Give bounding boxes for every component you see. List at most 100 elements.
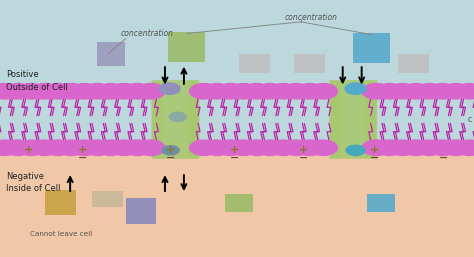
Text: concentration: concentration: [284, 13, 337, 23]
Circle shape: [57, 84, 85, 99]
Circle shape: [283, 140, 311, 155]
Text: Negative
Inside of Cell: Negative Inside of Cell: [6, 172, 61, 193]
Circle shape: [44, 84, 72, 99]
Circle shape: [70, 84, 99, 99]
Circle shape: [309, 84, 337, 99]
Text: concentration: concentration: [121, 29, 174, 38]
Circle shape: [83, 140, 112, 155]
Circle shape: [243, 140, 271, 155]
FancyBboxPatch shape: [152, 80, 199, 159]
Text: −: −: [438, 153, 448, 163]
Circle shape: [229, 84, 258, 99]
Circle shape: [30, 140, 59, 155]
Circle shape: [169, 112, 186, 122]
Circle shape: [137, 84, 165, 99]
Circle shape: [110, 84, 138, 99]
Circle shape: [203, 84, 231, 99]
Bar: [92, 191, 123, 207]
Text: +: +: [370, 145, 379, 155]
Circle shape: [296, 84, 324, 99]
Circle shape: [283, 84, 311, 99]
Text: −: −: [166, 153, 175, 163]
Circle shape: [269, 84, 298, 99]
Bar: [187, 81, 198, 158]
Text: +: +: [230, 145, 239, 155]
Circle shape: [70, 140, 99, 155]
Circle shape: [362, 84, 391, 99]
Circle shape: [309, 140, 337, 155]
Circle shape: [203, 140, 231, 155]
Text: −: −: [78, 153, 88, 163]
Circle shape: [428, 84, 457, 99]
Bar: [353, 33, 390, 63]
Circle shape: [375, 84, 404, 99]
Circle shape: [346, 145, 365, 155]
Circle shape: [97, 140, 125, 155]
Circle shape: [17, 140, 46, 155]
Circle shape: [389, 140, 417, 155]
Circle shape: [362, 140, 391, 155]
Text: c: c: [467, 115, 472, 124]
Circle shape: [110, 140, 138, 155]
Circle shape: [402, 140, 430, 155]
Circle shape: [428, 140, 457, 155]
Circle shape: [0, 140, 19, 155]
Circle shape: [389, 84, 417, 99]
Circle shape: [415, 84, 444, 99]
Circle shape: [229, 140, 258, 155]
Circle shape: [0, 84, 19, 99]
Circle shape: [256, 140, 284, 155]
Bar: [239, 54, 270, 73]
Text: −: −: [370, 153, 379, 163]
Circle shape: [345, 83, 366, 94]
Bar: [0, 0, 474, 144]
Circle shape: [97, 84, 125, 99]
Bar: [45, 190, 76, 215]
Circle shape: [4, 140, 32, 155]
Circle shape: [57, 140, 85, 155]
Circle shape: [256, 84, 284, 99]
Circle shape: [123, 84, 152, 99]
Circle shape: [415, 140, 444, 155]
Bar: [398, 54, 429, 73]
Circle shape: [17, 84, 46, 99]
Bar: [97, 42, 125, 66]
Circle shape: [137, 140, 165, 155]
Circle shape: [442, 140, 470, 155]
Text: Positive
Outside of Cell: Positive Outside of Cell: [6, 70, 68, 92]
Circle shape: [44, 140, 72, 155]
Bar: [0, 144, 474, 257]
Circle shape: [442, 84, 470, 99]
Circle shape: [243, 84, 271, 99]
Bar: [294, 54, 325, 73]
Circle shape: [216, 84, 245, 99]
Bar: [168, 32, 205, 62]
Circle shape: [190, 140, 218, 155]
Circle shape: [269, 140, 298, 155]
Bar: [153, 81, 163, 158]
Bar: [367, 194, 395, 212]
Circle shape: [162, 146, 179, 155]
FancyBboxPatch shape: [329, 80, 377, 159]
Circle shape: [190, 84, 218, 99]
Circle shape: [123, 140, 152, 155]
Text: Cannot leave cell: Cannot leave cell: [30, 231, 93, 237]
Circle shape: [296, 140, 324, 155]
Text: −: −: [230, 153, 239, 163]
Circle shape: [83, 84, 112, 99]
Circle shape: [375, 140, 404, 155]
Text: −: −: [299, 153, 308, 163]
Bar: [126, 198, 156, 224]
Text: +: +: [24, 145, 33, 155]
Circle shape: [455, 84, 474, 99]
Text: +: +: [166, 145, 175, 155]
Circle shape: [455, 140, 474, 155]
Circle shape: [402, 84, 430, 99]
Text: +: +: [78, 145, 88, 155]
Bar: [365, 81, 375, 158]
Bar: [225, 194, 253, 212]
Text: +: +: [299, 145, 308, 155]
Circle shape: [4, 84, 32, 99]
Bar: [331, 81, 341, 158]
Circle shape: [30, 84, 59, 99]
